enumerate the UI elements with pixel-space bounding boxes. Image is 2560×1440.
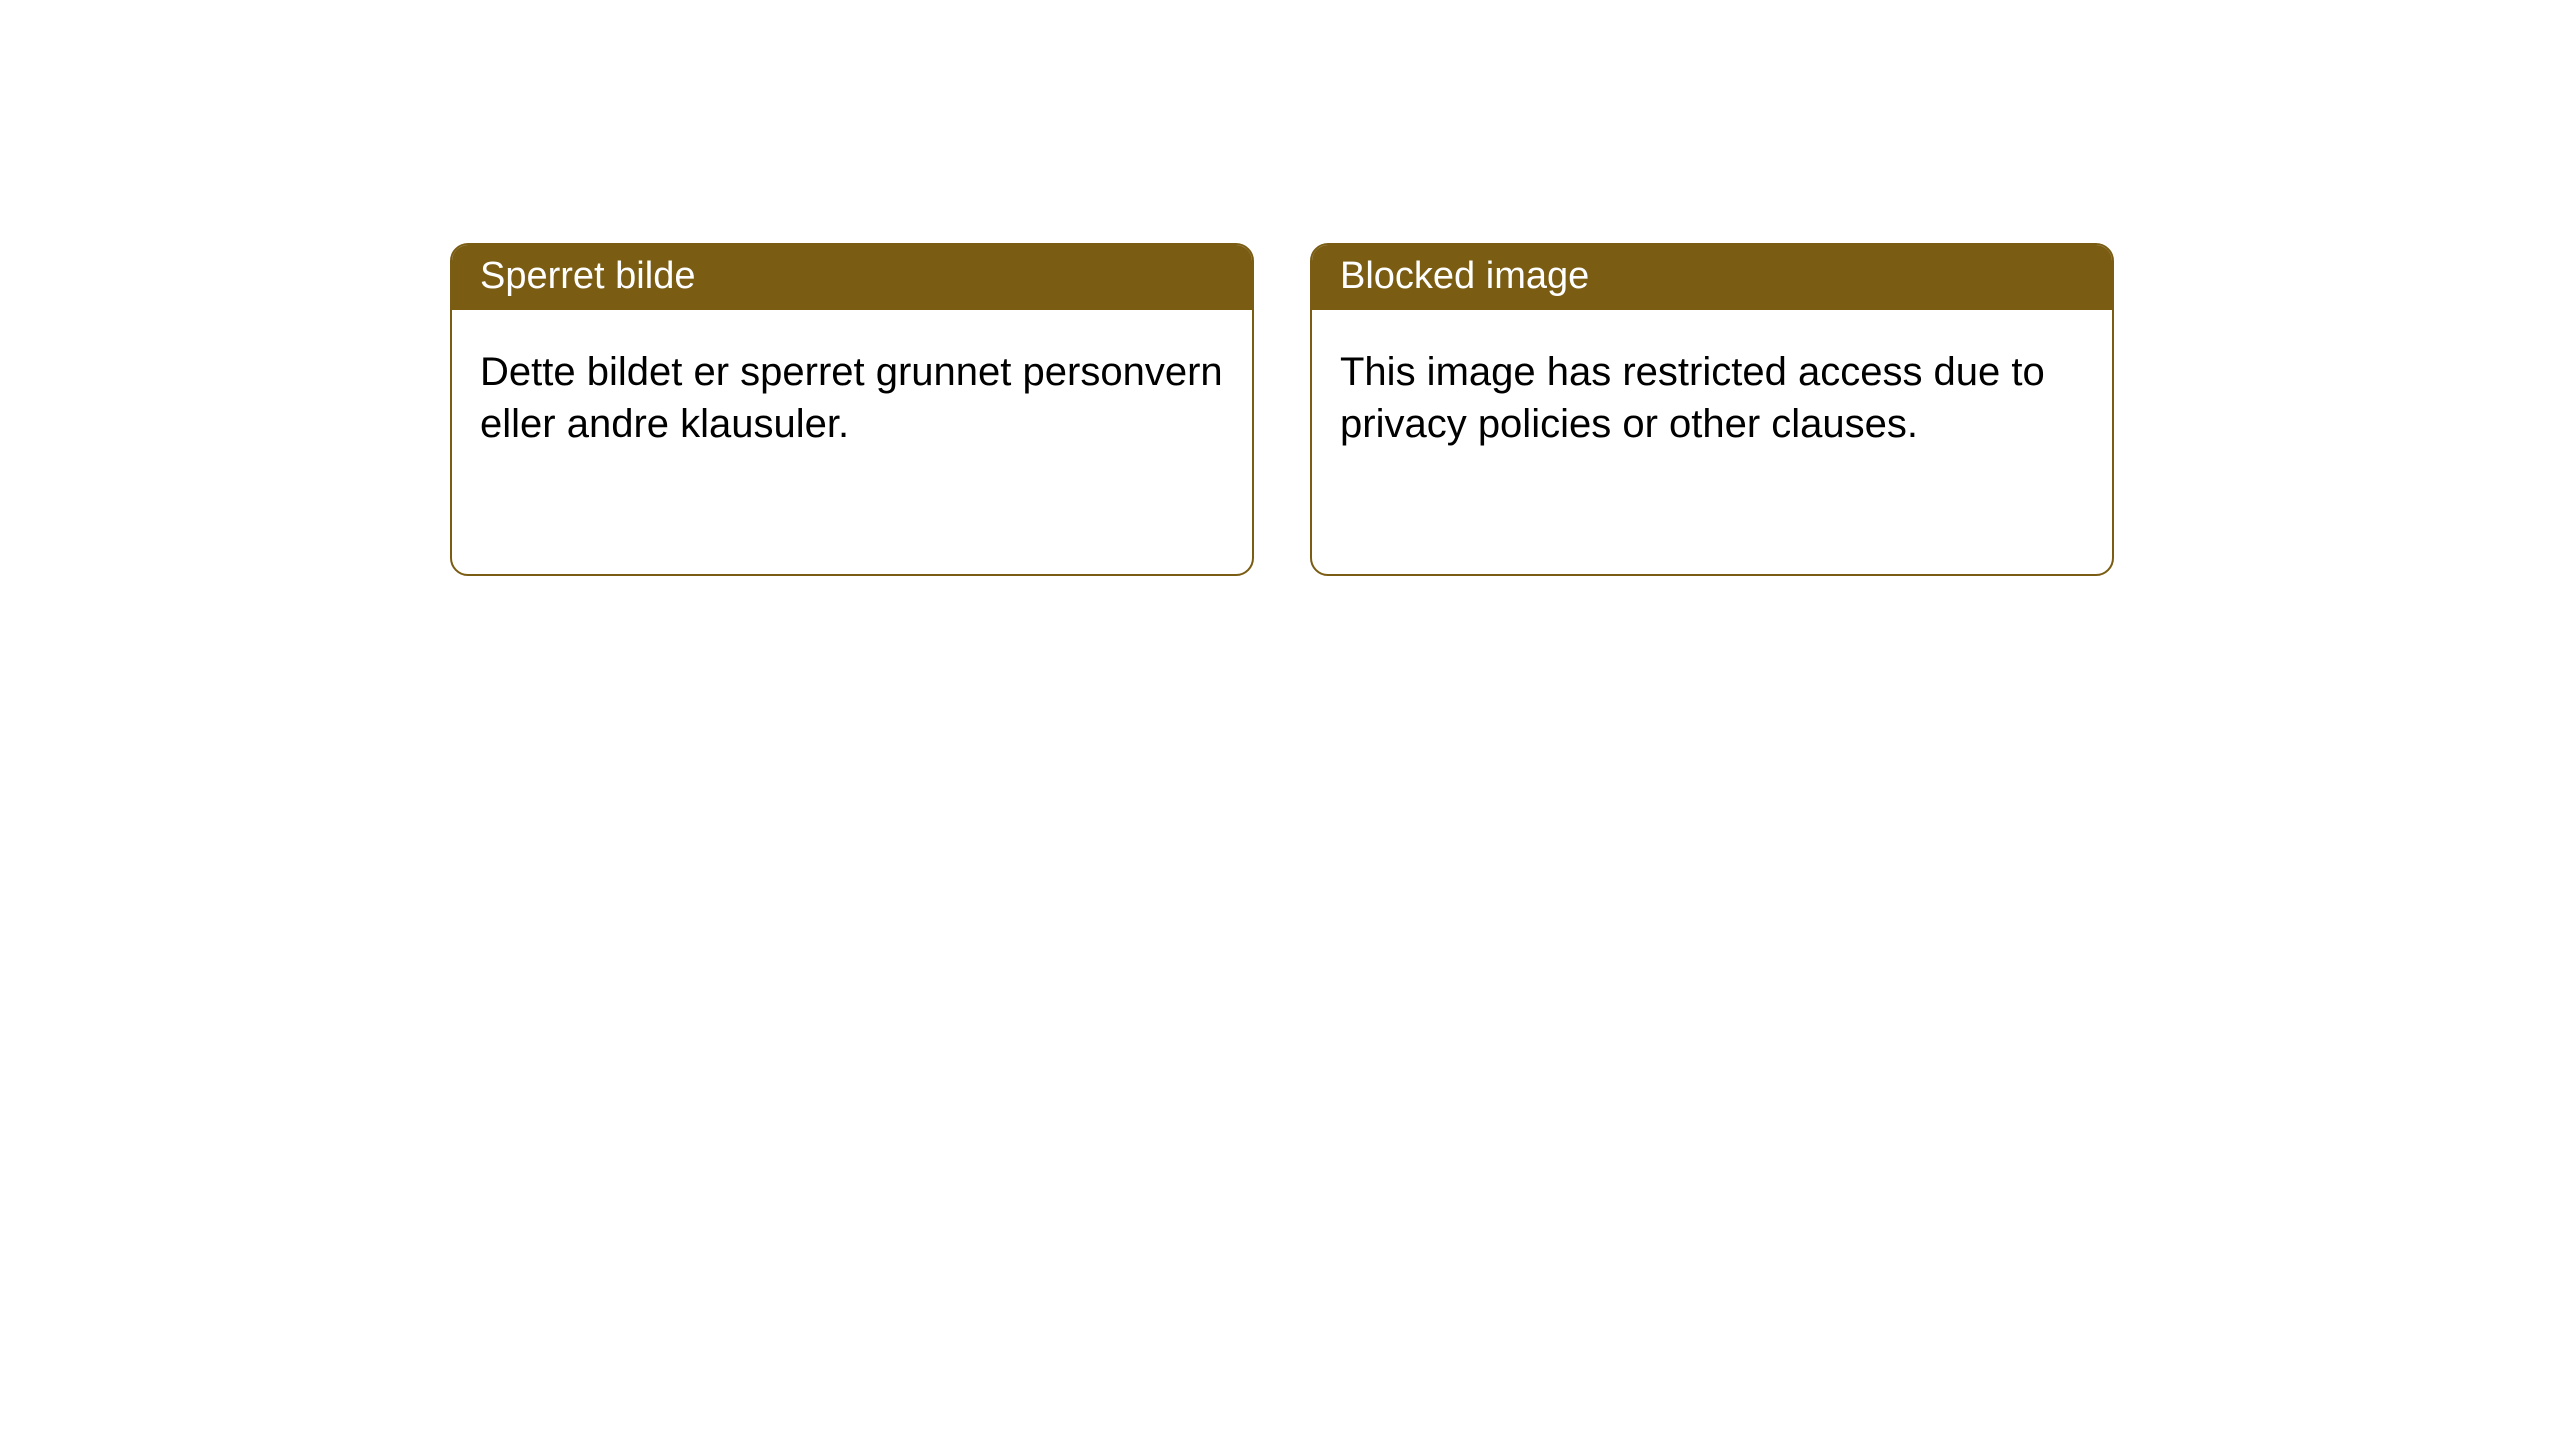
notice-card-title: Blocked image	[1340, 255, 1589, 297]
notice-cards-container: Sperret bilde Dette bildet er sperret gr…	[0, 0, 2560, 576]
notice-card-header: Sperret bilde	[452, 245, 1252, 310]
notice-card-header: Blocked image	[1312, 245, 2112, 310]
notice-card-norwegian: Sperret bilde Dette bildet er sperret gr…	[450, 243, 1254, 576]
notice-card-text: Dette bildet er sperret grunnet personve…	[480, 350, 1223, 446]
notice-card-title: Sperret bilde	[480, 255, 695, 297]
notice-card-body: Dette bildet er sperret grunnet personve…	[452, 310, 1252, 478]
notice-card-text: This image has restricted access due to …	[1340, 350, 2045, 446]
notice-card-body: This image has restricted access due to …	[1312, 310, 2112, 478]
notice-card-english: Blocked image This image has restricted …	[1310, 243, 2114, 576]
